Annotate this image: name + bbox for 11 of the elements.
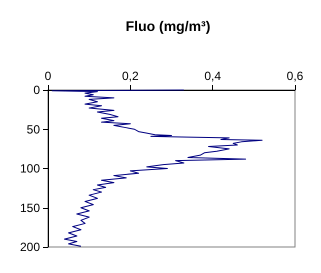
x-tick-label: 0 (44, 69, 52, 83)
x-tick-label: 0,6 (286, 69, 304, 83)
y-tick-label: 100 (20, 162, 40, 176)
x-tick-label: 0,4 (204, 69, 222, 83)
y-tick-label: 0 (33, 83, 40, 97)
x-tick-label: 0,2 (122, 69, 139, 83)
chart-title: Fluo (mg/m³) (126, 18, 210, 34)
y-tick-label: 200 (20, 240, 40, 254)
y-tick-label: 50 (26, 122, 40, 136)
y-tick-label: 150 (20, 200, 40, 215)
line-series (52, 90, 263, 247)
